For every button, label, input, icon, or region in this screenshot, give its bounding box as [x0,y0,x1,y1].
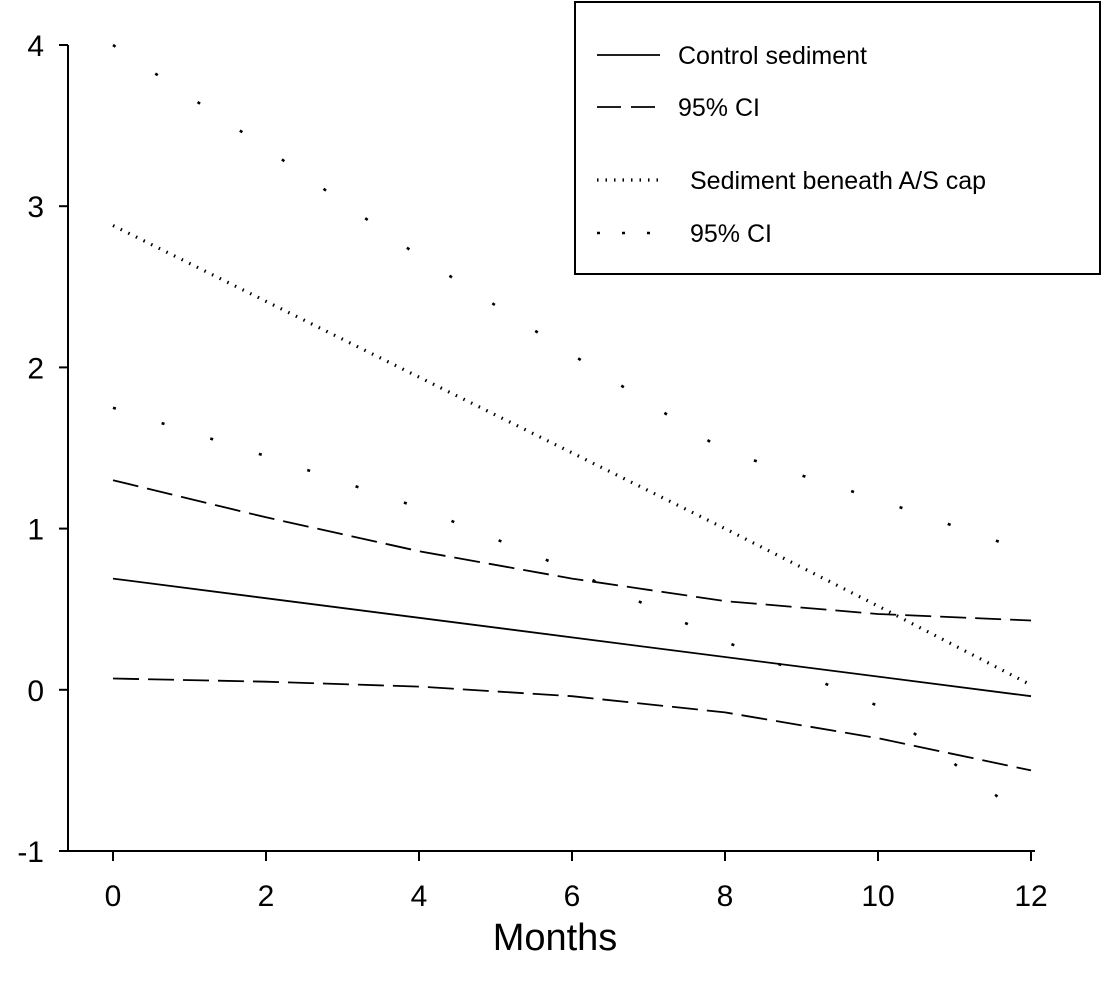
legend-label: Control sediment [678,42,867,70]
y-tick-label: 4 [27,30,44,63]
series-line-2-long-dash [112,677,1032,772]
axes [67,45,1035,852]
y-tick-label: 0 [27,675,44,708]
series-line-3-dotted [112,224,1032,687]
x-tick-label: 10 [861,880,894,913]
y-tick-label: -1 [17,836,44,869]
y-tick-label: 3 [27,191,44,224]
x-tick-label: 6 [564,880,581,913]
x-tick-label: 8 [717,880,734,913]
series-line-1-long-dash [112,479,1032,622]
legend-label: Sediment beneath A/S cap [690,167,986,195]
y-tick-label: 2 [27,352,44,385]
legend: Control sediment 95% CI Sediment beneath A… [574,1,1101,275]
x-tick-label: 2 [258,880,275,913]
x-tick-label: 4 [411,880,428,913]
series-group [112,43,1032,824]
legend-label: 95% CI [690,220,772,248]
series-line-0-solid [112,577,1032,698]
x-axis-label: Months [493,917,618,959]
x-tick-label: 0 [105,880,122,913]
x-tick-label: 12 [1014,880,1047,913]
legend-label: 95% CI [678,94,760,122]
y-tick-label: 1 [27,514,44,547]
legend-box [574,1,1101,275]
